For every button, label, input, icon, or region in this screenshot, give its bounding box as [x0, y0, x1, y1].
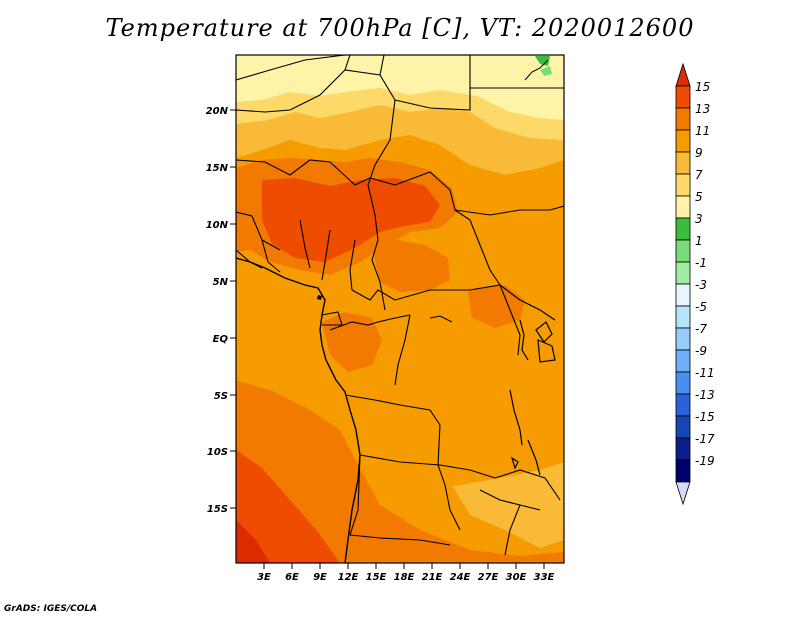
lat-tick-label: 5S: [214, 391, 228, 402]
colorbar-label: -5: [695, 300, 707, 314]
colorbar-label: 3: [695, 212, 703, 226]
lakes: [509, 319, 556, 476]
lon-tick-label: 33E: [534, 572, 555, 583]
map-frame: [235, 54, 565, 564]
coastline: [236, 257, 361, 563]
lat-tick-label: 5N: [213, 277, 229, 288]
field-south-15: [236, 520, 270, 563]
colorbar-segment: [675, 393, 691, 417]
colorbar-segment: [675, 239, 691, 263]
lat-tick-label: EQ: [213, 334, 229, 345]
colorbar-label: -9: [695, 344, 707, 358]
colorbar-segment: [675, 107, 691, 131]
colorbar-segment: [675, 85, 691, 109]
lon-tick-label: 12E: [338, 572, 359, 583]
temperature-field: [236, 55, 564, 563]
lat-tick-label: 20N: [206, 106, 229, 117]
field-core-13-west: [262, 178, 440, 262]
colorbar-segment: [675, 459, 691, 483]
lon-tick-label: 6E: [285, 572, 299, 583]
colorbar-segment: [675, 195, 691, 219]
lon-tick-label: 18E: [394, 572, 415, 583]
field-patch-green-1: [535, 56, 550, 66]
field-south-13: [236, 450, 340, 563]
lon-tick-label: 30E: [506, 572, 527, 583]
colorbar-segment: [675, 217, 691, 241]
colorbar-label: 7: [695, 168, 703, 182]
lat-tick-label: 10N: [206, 220, 229, 231]
colorbar-bottom-arrow: [675, 481, 691, 506]
colorbar: 15 13 11 9 7 5 3 1 -1 -3 -5 -7 -9 -11 -13 -15 -17 -19: [675, 62, 715, 506]
lon-tick-label: 21E: [422, 572, 443, 583]
lat-tick-label: 15S: [207, 504, 228, 515]
colorbar-label: -15: [695, 410, 715, 424]
colorbar-label: 5: [695, 190, 703, 204]
colorbar-top-arrow: [675, 62, 691, 87]
colorbar-label: -3: [695, 278, 707, 292]
colorbar-label: -7: [695, 322, 707, 336]
colorbar-label: 13: [695, 102, 710, 116]
lon-tick-label: 3E: [257, 572, 271, 583]
river: [429, 315, 453, 323]
colorbar-label: -11: [695, 366, 715, 380]
lon-axis: 3E 6E 9E 12E 15E 18E 21E 24E 27E 30E 33E: [257, 563, 555, 583]
colorbar-label: 15: [695, 80, 710, 94]
colorbar-label: -1: [695, 256, 707, 270]
lon-tick-label: 27E: [478, 572, 499, 583]
colorbar-segment: [675, 283, 691, 307]
field-band-north-3: [236, 55, 564, 118]
colorbar-label: 9: [695, 146, 703, 160]
colorbar-label: -17: [695, 432, 715, 446]
colorbar-segment: [675, 151, 691, 175]
lon-tick-label: 9E: [313, 572, 327, 583]
colorbar-segment: [675, 173, 691, 197]
colorbar-segment: [675, 305, 691, 329]
colorbar-label: -13: [695, 388, 715, 402]
colorbar-segment: [675, 327, 691, 351]
field-core-11-drc: [468, 285, 525, 328]
island: [317, 295, 322, 300]
field-patch-green-m1: [540, 66, 552, 76]
lon-tick-label: 15E: [366, 572, 387, 583]
country-borders: [236, 55, 564, 556]
river: [524, 59, 549, 81]
lat-axis: 20N 15N 10N 5N EQ 5S 10S 15S: [206, 106, 236, 515]
credit-text: GrADS: IGES/COLA: [4, 604, 98, 614]
lat-tick-label: 10S: [207, 447, 228, 458]
field-south-7-east: [452, 462, 564, 548]
colorbar-segment: [675, 437, 691, 461]
colorbar-segment: [675, 415, 691, 439]
colorbar-label: 11: [695, 124, 710, 138]
lon-tick-label: 24E: [450, 572, 471, 583]
lat-tick-label: 15N: [206, 163, 229, 174]
colorbar-segment: [675, 349, 691, 373]
colorbar-segment: [675, 371, 691, 395]
colorbar-segment: [675, 261, 691, 285]
map-title: Temperature at 700hPa [C], VT: 202001260…: [105, 14, 695, 42]
field-south-9-belt: [440, 430, 564, 486]
colorbar-label: 1: [695, 234, 703, 248]
field-core-11-nigeria-e: [372, 240, 450, 292]
colorbar-segment: [675, 129, 691, 153]
colorbar-label: -19: [695, 454, 715, 468]
field-south-11: [236, 380, 564, 563]
